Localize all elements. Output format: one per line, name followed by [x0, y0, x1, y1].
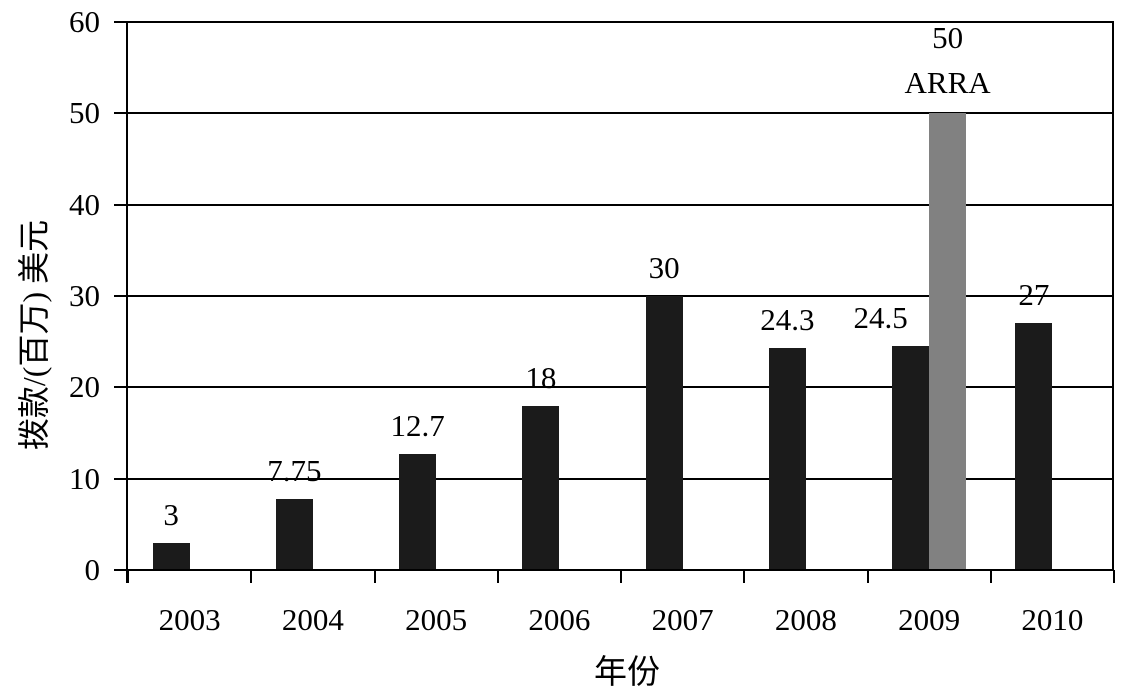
x-tick-6: [866, 570, 869, 583]
y-tick-30: [114, 295, 128, 297]
x-tick-4: [620, 570, 622, 583]
x-axis-title: 年份: [594, 655, 660, 691]
arra-value-label: 50 ARRA: [904, 20, 991, 101]
x-tick-label-2010: 2010: [1021, 602, 1084, 637]
x-tick-label-2009: 2009: [898, 602, 961, 637]
bar-2009: [892, 346, 930, 570]
gridline-30: [128, 295, 1114, 297]
x-tick-label-2007: 2007: [651, 602, 714, 637]
bar-2004: [275, 499, 313, 570]
bar-2003: [152, 542, 190, 570]
y-tick-40: [114, 203, 128, 206]
y-tick-label-30: 30: [69, 278, 100, 313]
bar-value-label-2004: 7.75: [267, 453, 322, 489]
y-tick-10: [114, 477, 128, 480]
gridline-20: [128, 386, 1114, 389]
y-tick-label-60: 60: [69, 4, 100, 39]
gridline-40: [128, 203, 1114, 206]
x-tick-2: [373, 570, 376, 583]
bar-2006: [522, 405, 560, 570]
bar-2010: [1015, 323, 1053, 570]
x-axis-line: [114, 569, 1114, 571]
bar-2005: [399, 454, 437, 570]
x-tick-3: [496, 570, 499, 583]
bar-value-label-2003: 3: [163, 496, 179, 532]
y-tick-label-40: 40: [69, 186, 100, 222]
bar-value-label-2010: 27: [1018, 277, 1050, 313]
bar-value-label-2008: 24.3: [760, 302, 815, 338]
x-tick-5: [743, 570, 746, 583]
y-tick-label-0: 0: [84, 552, 101, 587]
y-tick-label-50: 50: [69, 95, 100, 131]
bar-value-label-2009: 24.5: [853, 300, 908, 336]
y-tick-50: [114, 112, 128, 115]
y-axis-title: 拨款/(百万) 美元: [16, 219, 52, 451]
y-axis-line: [126, 22, 128, 583]
bar-value-label-2005: 12.7: [390, 408, 445, 443]
bar-value-label-2007: 30: [648, 250, 680, 285]
gridline-60: [128, 21, 1114, 23]
x-tick-label-2008: 2008: [774, 602, 837, 637]
x-tick-7: [989, 570, 992, 583]
y-tick-20: [114, 386, 128, 389]
x-tick-8: [1113, 570, 1115, 583]
gridline-50: [128, 112, 1114, 115]
bar-value-label-2006: 18: [525, 359, 557, 395]
plot-right-border: [1112, 22, 1114, 570]
x-tick-label-2003: 2003: [158, 602, 221, 637]
x-tick-label-2004: 2004: [281, 602, 344, 637]
bar-2007: [645, 296, 683, 570]
x-tick-0: [127, 570, 129, 583]
y-tick-label-10: 10: [69, 460, 100, 496]
bar-2008: [768, 348, 806, 570]
bar-arra-2009: [929, 113, 967, 570]
gridline-10: [128, 477, 1114, 480]
y-tick-label-20: 20: [69, 369, 100, 405]
x-tick-label-2006: 2006: [528, 602, 591, 637]
x-tick-label-2005: 2005: [405, 602, 468, 637]
y-tick-60: [114, 21, 128, 23]
x-tick-1: [250, 570, 253, 583]
